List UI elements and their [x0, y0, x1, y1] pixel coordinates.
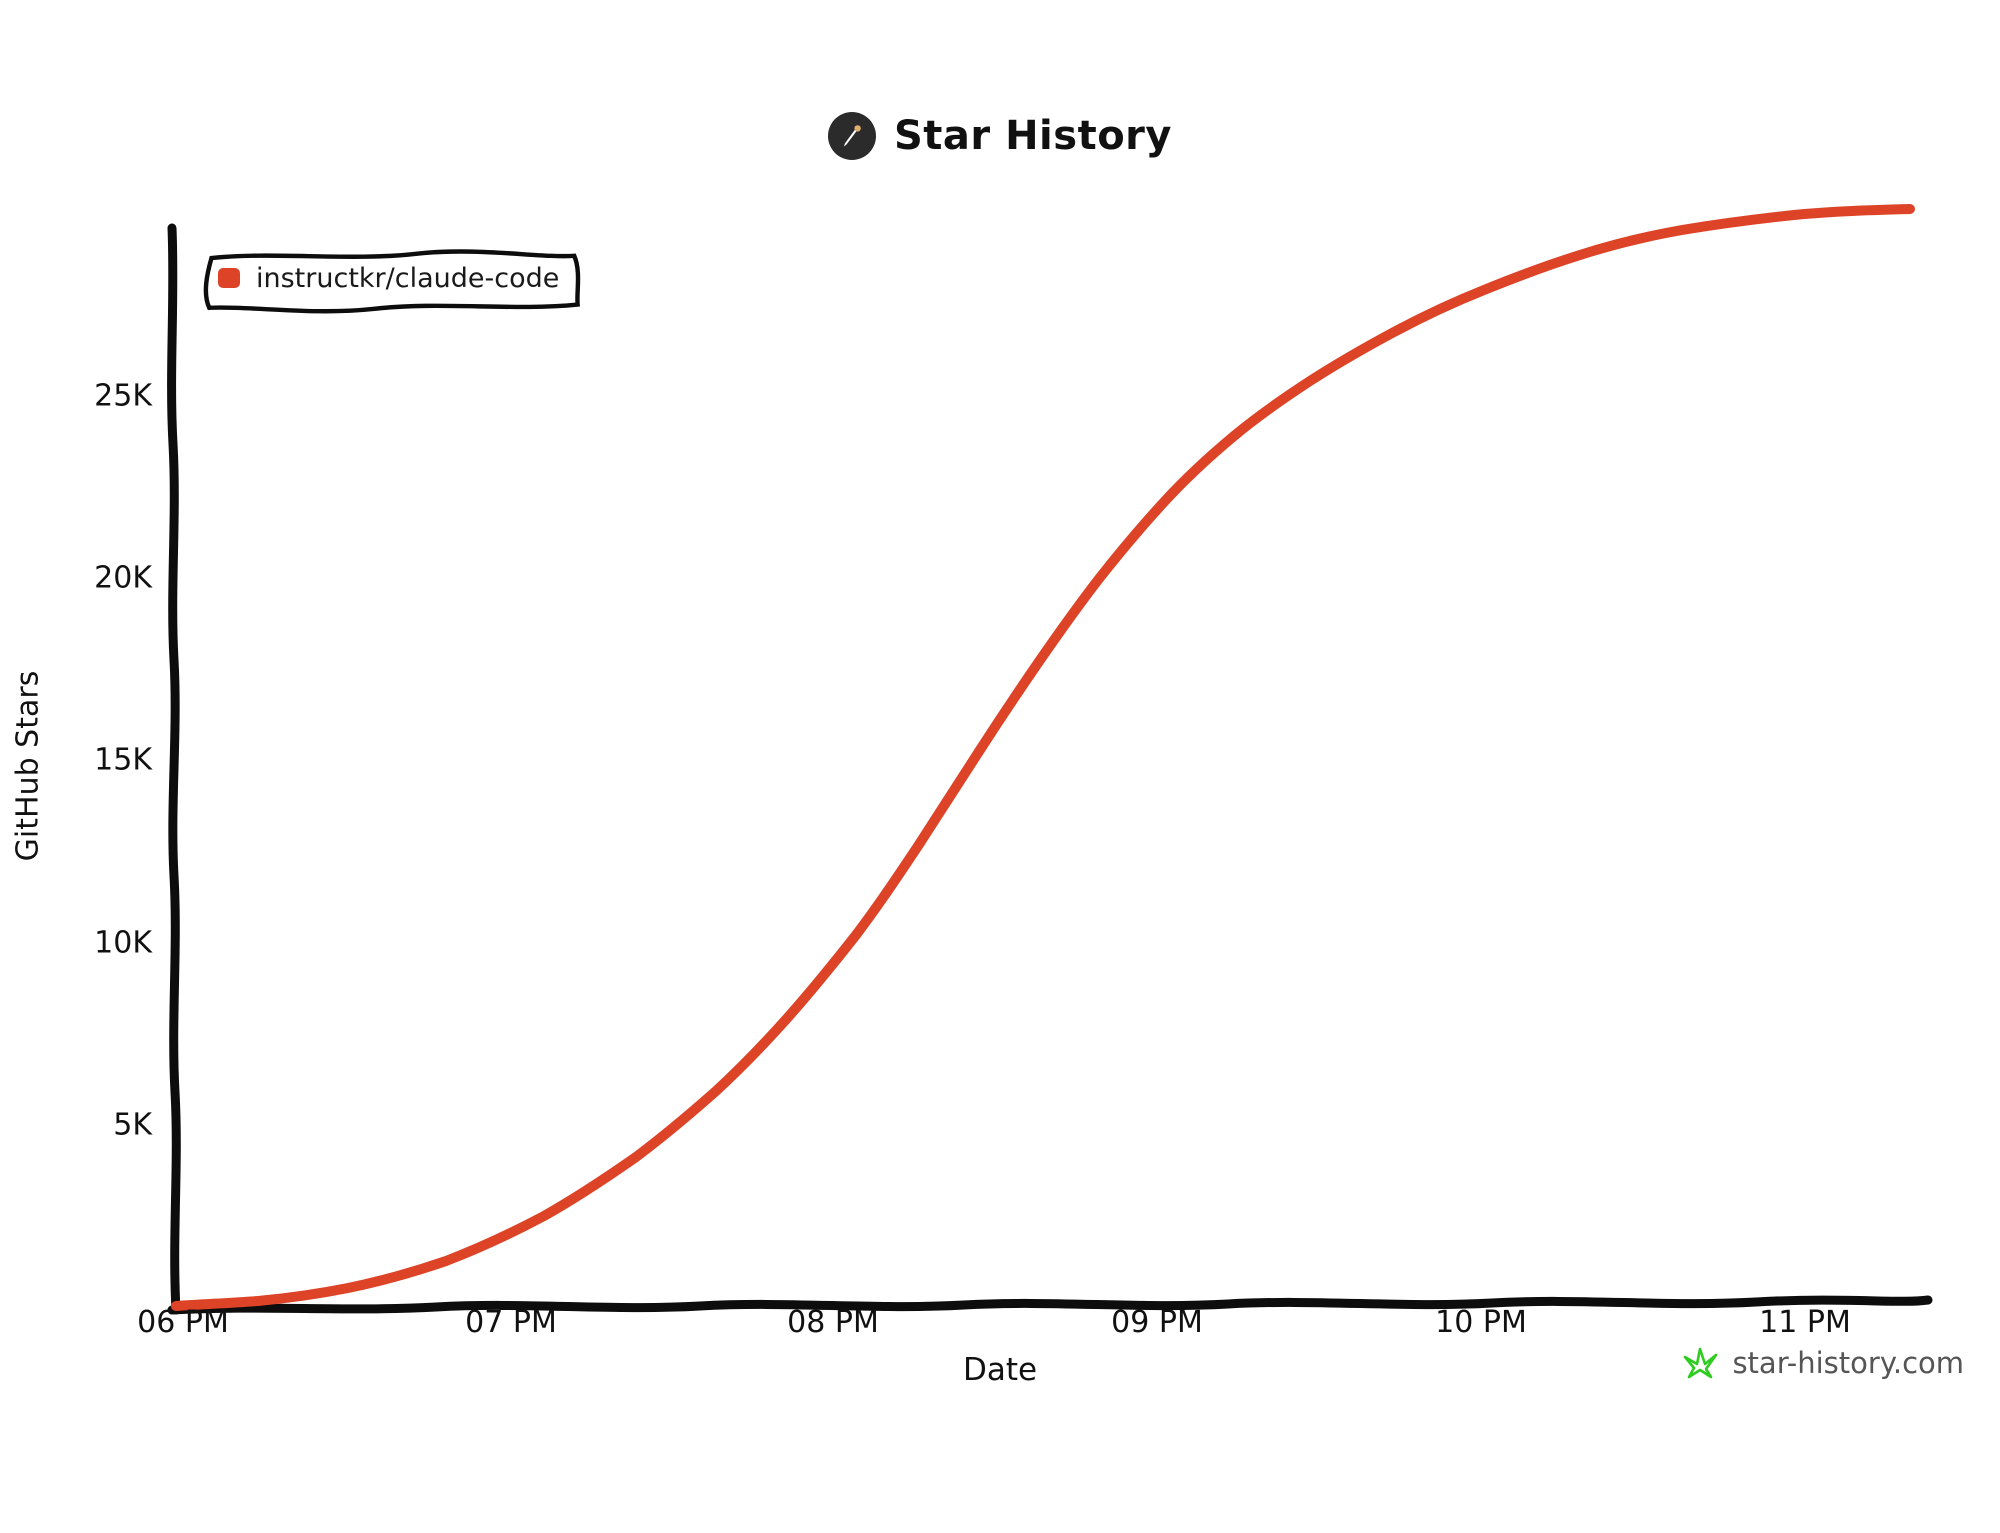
green-star-icon [1684, 1347, 1718, 1379]
x-tick-label: 06 PM [137, 1305, 229, 1340]
x-tick-label: 08 PM [787, 1305, 879, 1340]
chart-header: Star History [0, 112, 2000, 160]
x-axis-title: Date [962, 1352, 1038, 1388]
y-axis-title: GitHub Stars [10, 670, 46, 862]
y-tick-label: 20K [94, 560, 152, 596]
y-tick-label: 25K [94, 378, 152, 414]
series-line-instructkr-claude-code [171, 204, 1915, 1311]
y-axis-ticks: 5K 10K 15K 20K 25K [0, 0, 152, 1533]
legend-border [203, 249, 581, 314]
x-tick-label: 10 PM [1435, 1305, 1527, 1340]
x-tick-label: 07 PM [465, 1305, 557, 1340]
legend-label-instructkr-claude-code: instructkr/claude-code [256, 262, 560, 294]
x-axis-ticks: 06 PM 07 PM 08 PM 09 PM 10 PM 11 PM [0, 1305, 2000, 1355]
x-axis-line [167, 1295, 1933, 1315]
y-tick-label: 5K [113, 1107, 152, 1143]
y-tick-label: 10K [94, 925, 152, 961]
y-axis-line [167, 223, 181, 1315]
x-tick-label: 09 PM [1111, 1305, 1203, 1340]
watermark-label: star-history.com [1732, 1346, 1964, 1380]
star-history-pen-icon [828, 112, 876, 160]
page-title: Star History [894, 113, 1172, 159]
watermark[interactable]: star-history.com [1682, 1345, 1964, 1381]
y-tick-label: 15K [94, 742, 152, 778]
x-tick-label: 11 PM [1759, 1305, 1851, 1340]
legend-swatch-instructkr-claude-code [218, 268, 240, 288]
chart-legend[interactable]: instructkr/claude-code [196, 247, 585, 314]
